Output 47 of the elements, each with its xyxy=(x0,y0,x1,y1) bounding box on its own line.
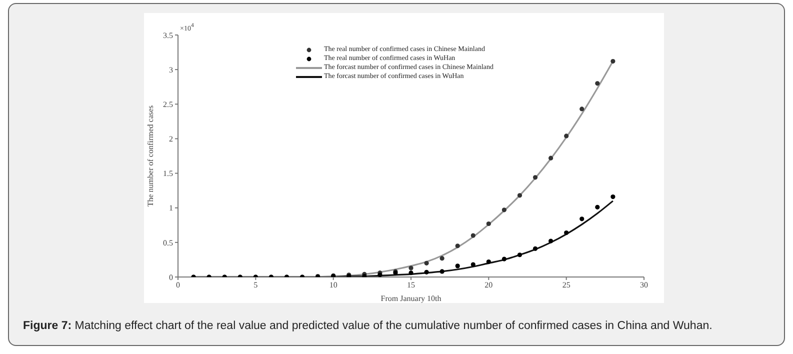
x-axis-title: From January 10th xyxy=(380,294,442,303)
point xyxy=(440,256,444,261)
point xyxy=(595,204,600,210)
y-axis-title: The number of confirmed cases xyxy=(146,105,155,207)
point xyxy=(517,252,522,258)
point xyxy=(502,256,506,262)
point xyxy=(470,262,476,267)
x-tick-label: 15 xyxy=(407,280,415,290)
point xyxy=(548,238,554,244)
point xyxy=(424,270,429,274)
y-tick-label: 2.5 xyxy=(163,100,173,109)
point xyxy=(548,156,554,160)
y-tick-label: 0 xyxy=(169,272,173,282)
y-tick-label: 1 xyxy=(169,204,173,213)
point xyxy=(424,260,429,266)
point xyxy=(610,58,616,64)
point xyxy=(486,221,491,226)
y-tick-label: 3.5 xyxy=(163,30,173,40)
point xyxy=(486,259,491,264)
x-tick-label: 0 xyxy=(176,280,180,290)
x-tick-label: 20 xyxy=(484,280,493,290)
x-tick-label: 10 xyxy=(329,280,338,290)
y-tick-label: 2 xyxy=(169,134,173,144)
point xyxy=(580,106,584,112)
point xyxy=(610,194,616,200)
point xyxy=(408,266,414,270)
point xyxy=(580,216,584,222)
x-tick-label: 30 xyxy=(640,280,648,290)
point xyxy=(564,230,569,236)
point xyxy=(455,244,460,248)
point xyxy=(502,208,506,212)
y-tick-label: 3 xyxy=(169,65,173,74)
caption: Figure 7: Matching effect chart of the real value and predicted value of the cumulative number of confirmed cases in China and Wuhan. xyxy=(23,320,712,332)
y-tick-label: 1.5 xyxy=(163,169,173,178)
point xyxy=(470,233,476,238)
line-series xyxy=(192,200,614,277)
point xyxy=(595,81,600,86)
point xyxy=(440,269,444,274)
point xyxy=(455,264,460,268)
point xyxy=(532,175,538,180)
point xyxy=(564,134,569,138)
point xyxy=(517,193,522,198)
x-tick-label: 25 xyxy=(562,280,570,290)
x-tick-label: 5 xyxy=(254,280,258,290)
point xyxy=(408,270,414,276)
y-tick-label: 0.5 xyxy=(163,238,173,248)
point xyxy=(532,246,538,251)
